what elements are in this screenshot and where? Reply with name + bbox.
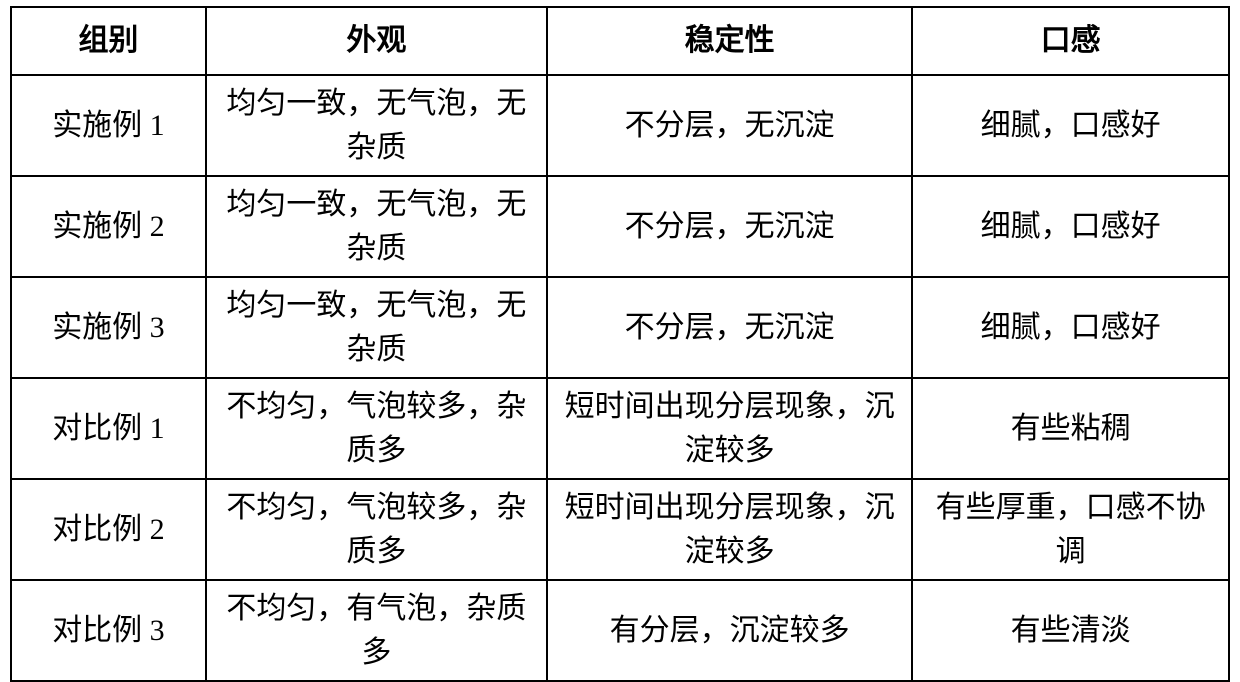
table-wrapper: 组别 外观 稳定性 口感 实施例 1 均匀一致，无气泡，无杂质 不分层，无沉淀 … — [0, 0, 1240, 653]
cell-appearance: 不均匀，气泡较多，杂质多 — [206, 378, 547, 479]
cell-group: 实施例 3 — [11, 277, 206, 378]
cell-appearance: 不均匀，气泡较多，杂质多 — [206, 479, 547, 580]
cell-group: 对比例 2 — [11, 479, 206, 580]
table-row: 对比例 1 不均匀，气泡较多，杂质多 短时间出现分层现象，沉淀较多 有些粘稠 — [11, 378, 1229, 479]
cell-taste: 细腻，口感好 — [912, 176, 1229, 277]
table-row: 实施例 2 均匀一致，无气泡，无杂质 不分层，无沉淀 细腻，口感好 — [11, 176, 1229, 277]
cell-stability: 短时间出现分层现象，沉淀较多 — [547, 378, 912, 479]
table-row: 实施例 3 均匀一致，无气泡，无杂质 不分层，无沉淀 细腻，口感好 — [11, 277, 1229, 378]
cell-group: 实施例 2 — [11, 176, 206, 277]
cell-stability: 不分层，无沉淀 — [547, 277, 912, 378]
cell-appearance: 不均匀，有气泡，杂质多 — [206, 580, 547, 681]
cell-taste: 有些粘稠 — [912, 378, 1229, 479]
cell-stability: 不分层，无沉淀 — [547, 75, 912, 176]
cell-group: 对比例 3 — [11, 580, 206, 681]
comparison-table: 组别 外观 稳定性 口感 实施例 1 均匀一致，无气泡，无杂质 不分层，无沉淀 … — [10, 6, 1230, 682]
cell-stability: 有分层，沉淀较多 — [547, 580, 912, 681]
col-header-taste: 口感 — [912, 7, 1229, 75]
cell-appearance: 均匀一致，无气泡，无杂质 — [206, 176, 547, 277]
cell-taste: 细腻，口感好 — [912, 75, 1229, 176]
table-header-row: 组别 外观 稳定性 口感 — [11, 7, 1229, 75]
col-header-group: 组别 — [11, 7, 206, 75]
cell-stability: 不分层，无沉淀 — [547, 176, 912, 277]
table-row: 实施例 1 均匀一致，无气泡，无杂质 不分层，无沉淀 细腻，口感好 — [11, 75, 1229, 176]
cell-taste: 细腻，口感好 — [912, 277, 1229, 378]
cell-taste: 有些清淡 — [912, 580, 1229, 681]
col-header-appearance: 外观 — [206, 7, 547, 75]
cell-stability: 短时间出现分层现象，沉淀较多 — [547, 479, 912, 580]
cell-appearance: 均匀一致，无气泡，无杂质 — [206, 75, 547, 176]
table-row: 对比例 3 不均匀，有气泡，杂质多 有分层，沉淀较多 有些清淡 — [11, 580, 1229, 681]
cell-group: 实施例 1 — [11, 75, 206, 176]
col-header-stability: 稳定性 — [547, 7, 912, 75]
table-row: 对比例 2 不均匀，气泡较多，杂质多 短时间出现分层现象，沉淀较多 有些厚重，口… — [11, 479, 1229, 580]
cell-taste: 有些厚重，口感不协调 — [912, 479, 1229, 580]
cell-group: 对比例 1 — [11, 378, 206, 479]
cell-appearance: 均匀一致，无气泡，无杂质 — [206, 277, 547, 378]
